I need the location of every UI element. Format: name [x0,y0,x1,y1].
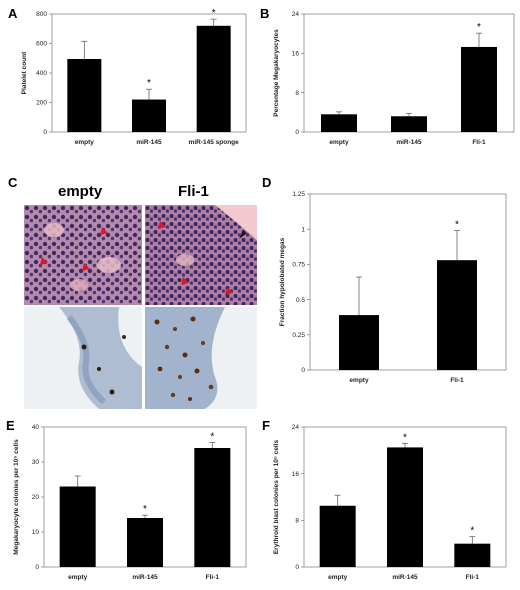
y-tick-label-d: 0 [301,367,305,374]
bar-b [461,46,497,132]
y-tick-label-a: 600 [36,41,47,48]
bar-a [67,58,102,132]
ihc-stain-image-empty [24,307,142,409]
x-category-label-e: Fli-1 [206,574,220,581]
bar-d [437,260,477,370]
x-category-label-b: empty [329,139,349,146]
significance-marker-a: * [147,78,151,89]
bar-b [321,114,357,132]
histology-label-fli1: Fli-1 [178,183,209,200]
y-tick-label-f: 24 [292,424,300,431]
significance-marker-f: * [470,526,474,537]
y-axis-label-f: Erythroid blast colonies per 10⁵ cells [273,439,280,554]
y-tick-label-f: 16 [292,471,300,478]
y-tick-label-d: 1 [301,226,305,233]
x-category-label-a: miR-145 [136,139,162,146]
panel-label-a: A [8,6,18,21]
x-category-label-b: Fli-1 [472,139,486,146]
y-tick-label-e: 40 [32,424,40,431]
y-tick-label-e: 0 [35,564,39,571]
significance-marker-f: * [403,432,407,443]
y-tick-label-b: 16 [292,51,300,58]
y-tick-label-d: 0.75 [292,262,305,269]
x-category-label-f: Fli-1 [466,574,480,581]
bar-f [387,447,423,567]
x-category-label-e: miR-145 [132,574,158,581]
histology-label-empty: empty [58,183,103,200]
panel-label-d: D [262,175,272,190]
significance-marker-d: * [455,220,459,231]
y-tick-label-e: 20 [32,494,40,501]
significance-marker-b: * [477,22,481,33]
chart-f-erythroid-blast-colonies: 0 8 16 24 Erythroid blast colonies per 10⁵ c… [273,424,507,581]
y-tick-label-b: 8 [295,90,299,97]
chart-a-platelet-count: 0 200 400 600 800 Platelet count empty * miR-145… [21,8,247,146]
y-axis-label-a: Platelet count [21,51,28,94]
x-category-label-a: empty [75,139,95,146]
y-tick-label-f: 8 [295,518,299,525]
y-tick-label-e: 10 [32,529,40,536]
bar-b [391,116,427,132]
x-category-label-d: empty [349,377,369,384]
x-category-label-f: miR-145 [392,574,418,581]
y-tick-label-d: 0.25 [292,332,305,339]
x-category-label-a: miR-145 sponge [189,139,240,146]
bar-f [454,543,491,567]
significance-marker-a: * [212,8,216,19]
chart-d-hypolobated-megas: 0 0.25 0.5 0.75 1 1.25 Fraction hypolobated me… [279,191,507,384]
bar-f [319,505,356,567]
ihc-stain-image-fli1 [145,307,257,409]
x-category-label-d: Fli-1 [450,377,464,384]
chart-b-percentage-megakaryocytes: 0 8 16 24 Percentage Megakaryocytes empty miR-… [273,11,515,146]
y-axis-label-b: Percentage Megakaryocytes [273,29,280,117]
significance-marker-e: * [143,504,147,515]
chart-e-megakaryocyte-colonies: 0 10 20 30 40 Megakaryocyte colonies per 10⁵ … [13,424,247,581]
bar-e [59,486,96,567]
y-tick-label-a: 800 [36,11,47,18]
x-category-label-f: empty [328,574,348,581]
y-axis-label-d: Fraction hypolobated megas [279,237,286,326]
y-tick-label-e: 30 [32,459,40,466]
bar-a [196,25,231,132]
x-category-label-b: miR-145 [396,139,422,146]
bar-a [132,99,166,132]
y-tick-label-a: 0 [43,129,47,136]
plot-frame-d [309,193,507,371]
he-stain-image-empty [24,205,142,305]
y-tick-label-d: 0.5 [296,297,305,304]
bar-e [194,448,231,567]
x-category-label-e: empty [68,574,88,581]
y-tick-label-b: 24 [292,11,300,18]
bar-d [339,315,379,370]
y-tick-label-a: 400 [36,70,47,77]
y-tick-label-d: 1.25 [292,191,305,198]
panel-label-c: C [8,175,18,190]
y-axis-label-e: Megakaryocyte colonies per 10⁵ cells [13,439,20,555]
panel-label-b: B [260,6,270,21]
panel-label-f: F [262,418,270,433]
panel-label-e: E [6,418,15,433]
y-tick-label-b: 0 [295,129,299,136]
he-stain-image-fli1 [145,205,257,305]
significance-marker-e: * [210,431,214,442]
y-tick-label-f: 0 [295,564,299,571]
bar-e [127,518,163,567]
y-tick-label-a: 200 [36,100,47,107]
